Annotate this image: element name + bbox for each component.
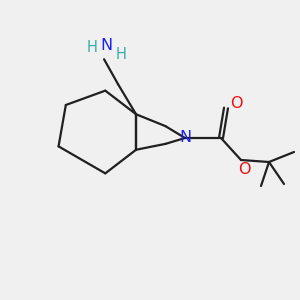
Text: O: O bbox=[238, 163, 250, 178]
Text: H: H bbox=[87, 40, 98, 55]
Text: O: O bbox=[230, 97, 242, 112]
Text: H: H bbox=[116, 47, 127, 62]
Text: N: N bbox=[179, 130, 191, 146]
Text: N: N bbox=[100, 38, 112, 53]
